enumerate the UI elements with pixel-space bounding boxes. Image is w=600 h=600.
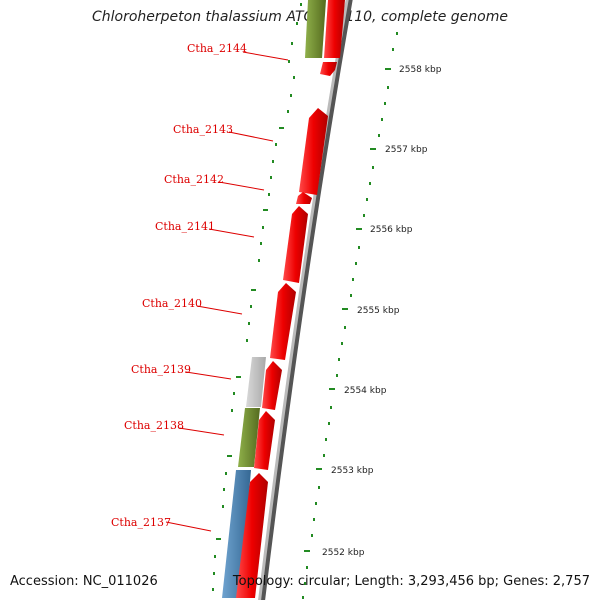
cds-arrow-2141 <box>283 206 308 283</box>
scale-label: 2554 kbp <box>344 386 387 396</box>
inner-scale-track <box>302 32 398 599</box>
leader-line <box>196 305 243 315</box>
gene-label-text: Ctha_2141 <box>155 220 215 233</box>
gene-label-2143[interactable]: Ctha_2143 <box>173 123 274 142</box>
leader-line <box>218 181 265 191</box>
cog-block-blue <box>222 470 251 598</box>
scale-label: 2556 kbp <box>370 225 413 235</box>
cog-block-green <box>238 408 260 467</box>
gene-label-2139[interactable]: Ctha_2139 <box>131 363 232 380</box>
gene-label-2142[interactable]: Ctha_2142 <box>164 173 265 191</box>
map-title: Chloroherpeton thalassium ATCC 35110, co… <box>92 9 508 25</box>
leader-line <box>228 131 274 142</box>
scale-label: 2558 kbp <box>399 65 442 75</box>
topology-summary: Topology: circular; Length: 3,293,456 bp… <box>232 574 590 589</box>
gene-label-text: Ctha_2144 <box>187 42 247 55</box>
cog-block-gray <box>246 357 266 407</box>
leader-line <box>165 521 212 532</box>
cds-arrow-2137 <box>236 473 268 598</box>
cds-arrow-2142 <box>296 192 312 204</box>
scale-label: 2552 kbp <box>322 548 365 558</box>
cog-block-green-top <box>305 0 326 58</box>
leader-line <box>178 427 225 436</box>
leader-line <box>185 371 232 380</box>
leader-line <box>242 51 289 61</box>
gene-label-text: Ctha_2140 <box>142 297 202 310</box>
gene-label-text: Ctha_2143 <box>173 123 233 136</box>
gene-label-text: Ctha_2142 <box>164 173 224 186</box>
gene-label-2141[interactable]: Ctha_2141 <box>155 220 255 238</box>
backbone <box>258 0 349 600</box>
gene-label-text: Ctha_2139 <box>131 363 191 376</box>
scale-label: 2553 kbp <box>331 466 374 476</box>
leader-line <box>208 228 255 238</box>
gene-label-2138[interactable]: Ctha_2138 <box>124 419 225 436</box>
gene-label-text: Ctha_2137 <box>111 516 171 529</box>
scale-label: 2555 kbp <box>357 306 400 316</box>
gene-label-text: Ctha_2138 <box>124 419 184 432</box>
cds-arrow-2139 <box>262 361 282 410</box>
scale-label: 2557 kbp <box>385 145 428 155</box>
gene-label-2144[interactable]: Ctha_2144 <box>187 42 289 61</box>
gene-label-2140[interactable]: Ctha_2140 <box>142 297 243 315</box>
backbone-shadow <box>260 0 353 600</box>
cds-arrow-2144 <box>320 62 337 76</box>
cds-features <box>236 0 345 598</box>
cds-arrow-2144-top <box>324 0 345 58</box>
cds-arrow-2138 <box>254 411 275 470</box>
cds-arrow-2143 <box>299 108 328 195</box>
outer-dotted-track <box>212 3 302 591</box>
gene-label-2137[interactable]: Ctha_2137 <box>111 516 212 532</box>
accession-text: Accession: NC_011026 <box>10 574 158 589</box>
cds-arrow-2140 <box>270 283 296 360</box>
